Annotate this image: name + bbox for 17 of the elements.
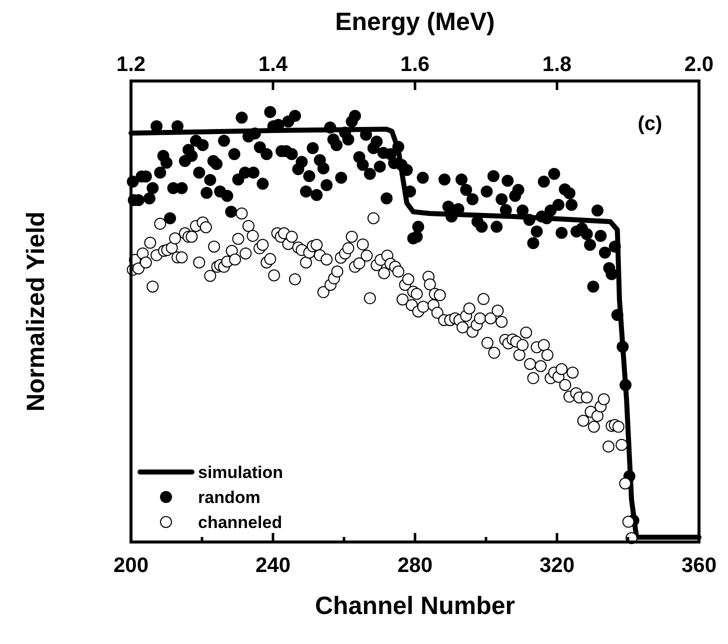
x2-tick-label: 1.6 xyxy=(400,53,430,76)
chart-title: Energy (MeV) xyxy=(335,8,495,36)
x-tick-label: 280 xyxy=(397,554,433,577)
x2-tick-label: 1.2 xyxy=(116,53,146,76)
x-axis-title: Channel Number xyxy=(314,592,516,620)
x2-tick-label: 1.4 xyxy=(258,53,288,76)
x-tick-label: 240 xyxy=(255,554,291,577)
x-tick-label: 320 xyxy=(539,554,575,577)
legend-label: random xyxy=(198,488,260,507)
x-tick-label: 200 xyxy=(113,554,149,577)
x-tick-label: 360 xyxy=(681,554,717,577)
y-axis-title: Normalized Yield xyxy=(22,211,50,412)
x2-tick-label: 1.8 xyxy=(542,53,572,76)
annotation: (c) xyxy=(638,113,662,135)
x2-tick-label: 2.0 xyxy=(684,53,714,76)
legend-label: channeled xyxy=(198,512,282,532)
legend-label: simulation xyxy=(198,462,284,482)
